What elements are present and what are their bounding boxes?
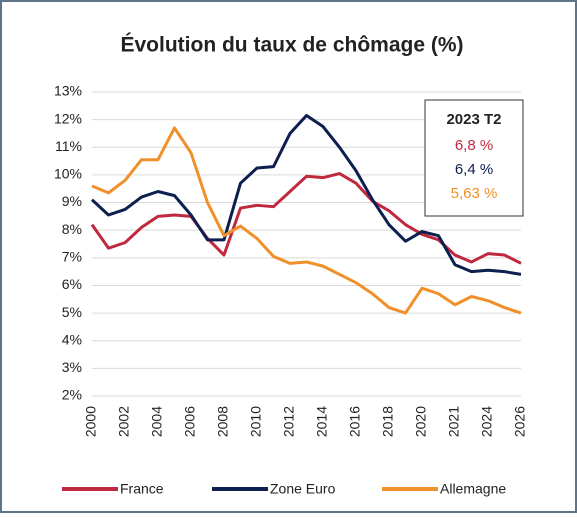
y-tick-label: 13% [54, 83, 82, 99]
x-tick-label: 2020 [413, 406, 429, 437]
y-tick-label: 12% [54, 110, 82, 126]
y-tick-label: 6% [62, 276, 82, 292]
annotation-value: 6,4 % [455, 161, 493, 178]
y-tick-label: 2% [62, 387, 82, 403]
x-tick-label: 2026 [512, 406, 528, 437]
legend-label: Allemagne [440, 481, 506, 497]
annotation-title: 2023 T2 [446, 111, 501, 128]
annotation-value: 5,63 % [451, 185, 498, 202]
series-line [90, 113, 522, 276]
y-tick-label: 10% [54, 166, 82, 182]
y-tick-label: 8% [62, 221, 82, 237]
y-tick-label: 11% [55, 138, 82, 154]
y-tick-label: 3% [62, 359, 82, 375]
annotation-value: 6,8 % [455, 137, 493, 154]
legend-label: France [120, 481, 164, 497]
chart-title: Évolution du taux de chômage (%) [120, 34, 463, 57]
series-line [91, 126, 522, 315]
x-tick-label: 2004 [149, 406, 165, 437]
x-tick-label: 2006 [182, 406, 198, 437]
y-tick-label: 7% [62, 249, 82, 265]
series-line [90, 172, 522, 265]
x-tick-label: 2021 [446, 406, 462, 437]
x-tick-label: 2012 [281, 406, 297, 437]
x-tick-label: 2016 [347, 406, 363, 437]
x-tick-label: 2002 [116, 406, 132, 437]
y-tick-label: 4% [62, 331, 82, 347]
x-tick-label: 2024 [479, 406, 495, 437]
x-tick-label: 2018 [380, 406, 396, 437]
x-tick-label: 2008 [215, 406, 231, 437]
annotation-box [424, 99, 524, 217]
x-tick-label: 2010 [248, 406, 264, 437]
legend-label: Zone Euro [270, 481, 336, 497]
x-tick-label: 2014 [314, 406, 330, 437]
y-tick-label: 5% [62, 304, 82, 320]
x-tick-label: 2000 [83, 406, 99, 437]
y-tick-label: 9% [62, 193, 82, 209]
